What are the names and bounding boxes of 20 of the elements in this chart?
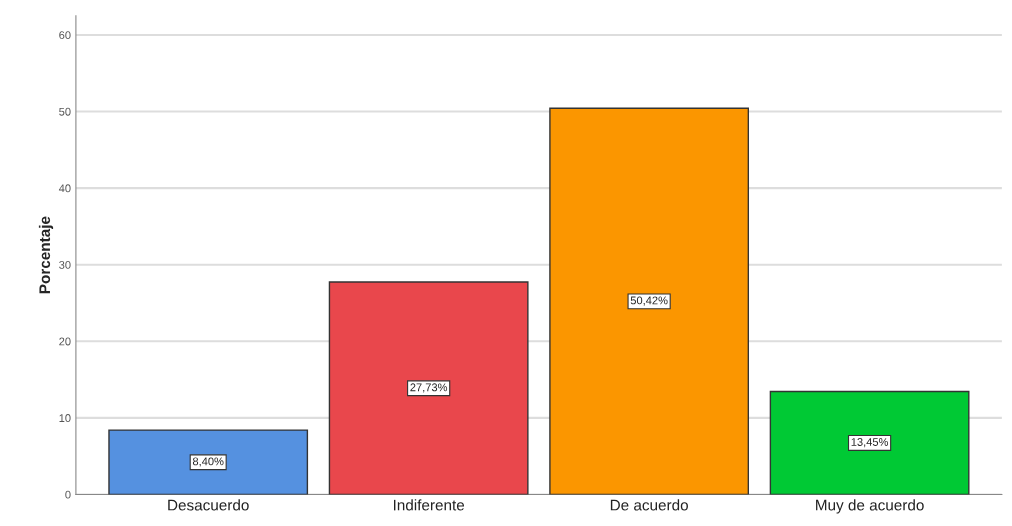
data-label: 13,45%	[851, 438, 889, 448]
bar	[769, 390, 970, 495]
x-tick-label: De acuerdo	[610, 499, 688, 511]
y-tick-label: 50	[59, 107, 71, 116]
data-label: 50,42%	[630, 296, 668, 306]
bar	[328, 281, 529, 495]
bar	[108, 429, 309, 495]
x-tick-label: Indiferente	[393, 499, 465, 511]
bar	[549, 107, 750, 495]
y-axis-title: Porcentaje	[38, 216, 54, 294]
y-tick-label: 40	[58, 184, 71, 193]
data-label: 8,40%	[192, 457, 224, 467]
y-tick-label: 0	[65, 490, 71, 499]
y-tick-label: 30	[59, 260, 71, 269]
data-label: 27,73%	[410, 383, 448, 393]
x-tick-label: Desacuerdo	[168, 499, 249, 511]
y-tick-label: 10	[59, 414, 71, 422]
x-tick-label: Muy de acuerdo	[816, 499, 924, 514]
y-tick-label: 20	[59, 337, 71, 346]
y-tick-label: 60	[59, 31, 71, 40]
